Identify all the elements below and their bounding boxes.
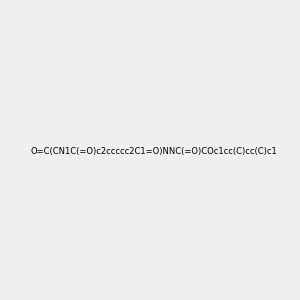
- Text: O=C(CN1C(=O)c2ccccc2C1=O)NNC(=O)COc1cc(C)cc(C)c1: O=C(CN1C(=O)c2ccccc2C1=O)NNC(=O)COc1cc(C…: [30, 147, 277, 156]
